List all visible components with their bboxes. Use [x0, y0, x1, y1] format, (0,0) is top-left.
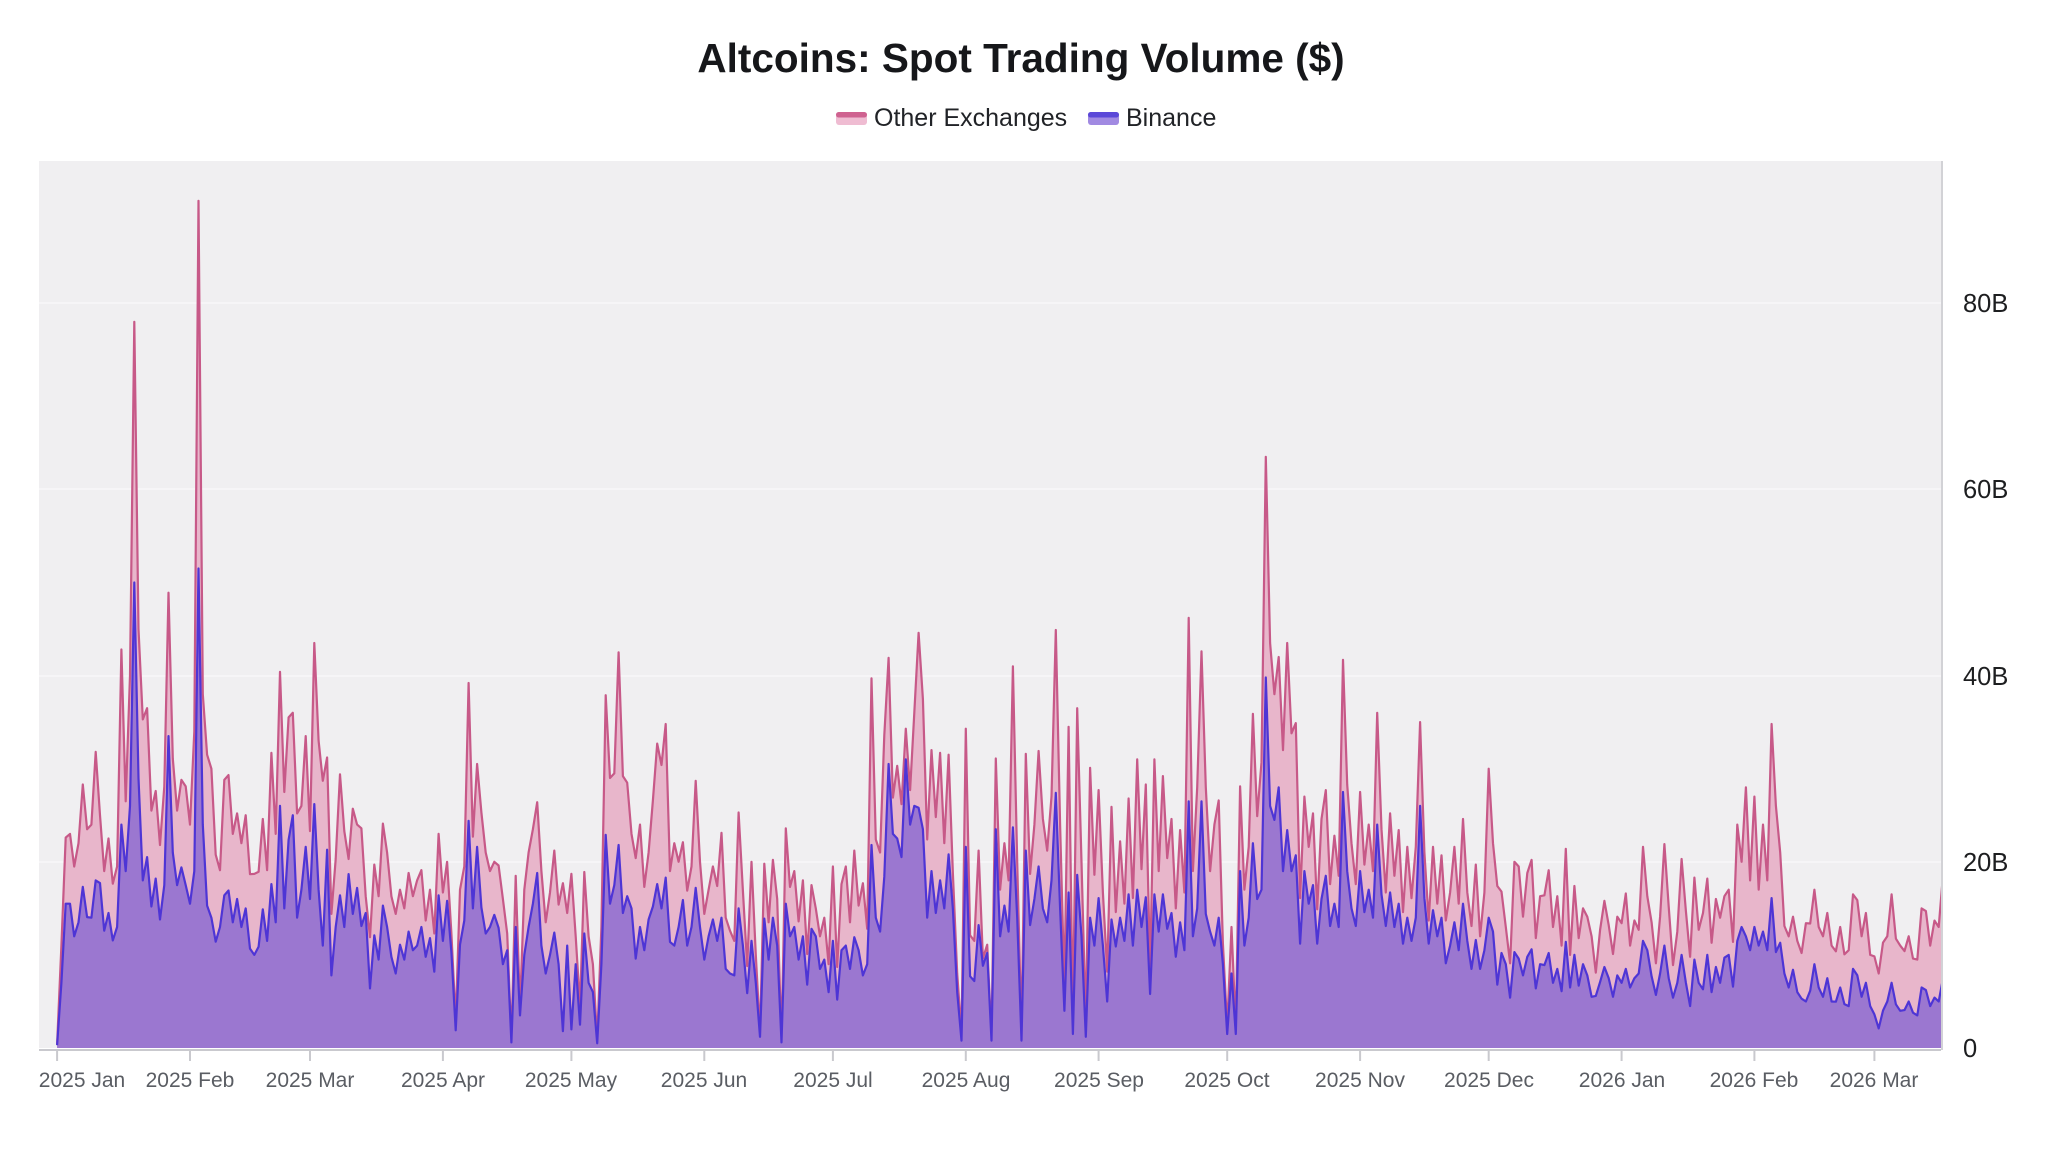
svg-text:2025 Apr: 2025 Apr: [401, 1069, 485, 1092]
svg-text:2025 Jun: 2025 Jun: [661, 1069, 747, 1092]
svg-text:0: 0: [1963, 1035, 1977, 1063]
svg-text:2025 Nov: 2025 Nov: [1315, 1069, 1405, 1092]
svg-text:2025 May: 2025 May: [525, 1069, 618, 1092]
svg-text:2025 Oct: 2025 Oct: [1184, 1069, 1269, 1092]
svg-text:60B: 60B: [1963, 476, 2008, 504]
svg-text:2025 Jan: 2025 Jan: [39, 1069, 125, 1092]
svg-text:40B: 40B: [1963, 663, 2008, 691]
svg-text:2026 Mar: 2026 Mar: [1830, 1069, 1919, 1092]
svg-text:2025 Sep: 2025 Sep: [1054, 1069, 1144, 1092]
svg-text:80B: 80B: [1963, 290, 2008, 318]
svg-text:2025 Aug: 2025 Aug: [922, 1069, 1011, 1092]
svg-text:2025 Dec: 2025 Dec: [1444, 1069, 1534, 1092]
svg-text:Other Exchanges: Other Exchanges: [874, 104, 1067, 132]
svg-text:2026 Jan: 2026 Jan: [1579, 1069, 1665, 1092]
svg-text:Altcoins: Spot Trading Volume: Altcoins: Spot Trading Volume ($): [697, 35, 1344, 81]
svg-text:2025 Feb: 2025 Feb: [146, 1069, 235, 1092]
svg-text:2025 Mar: 2025 Mar: [266, 1069, 355, 1092]
svg-text:Binance: Binance: [1126, 104, 1216, 132]
svg-text:20B: 20B: [1963, 849, 2008, 877]
svg-text:2025 Jul: 2025 Jul: [793, 1069, 872, 1092]
svg-text:2026 Feb: 2026 Feb: [1710, 1069, 1799, 1092]
